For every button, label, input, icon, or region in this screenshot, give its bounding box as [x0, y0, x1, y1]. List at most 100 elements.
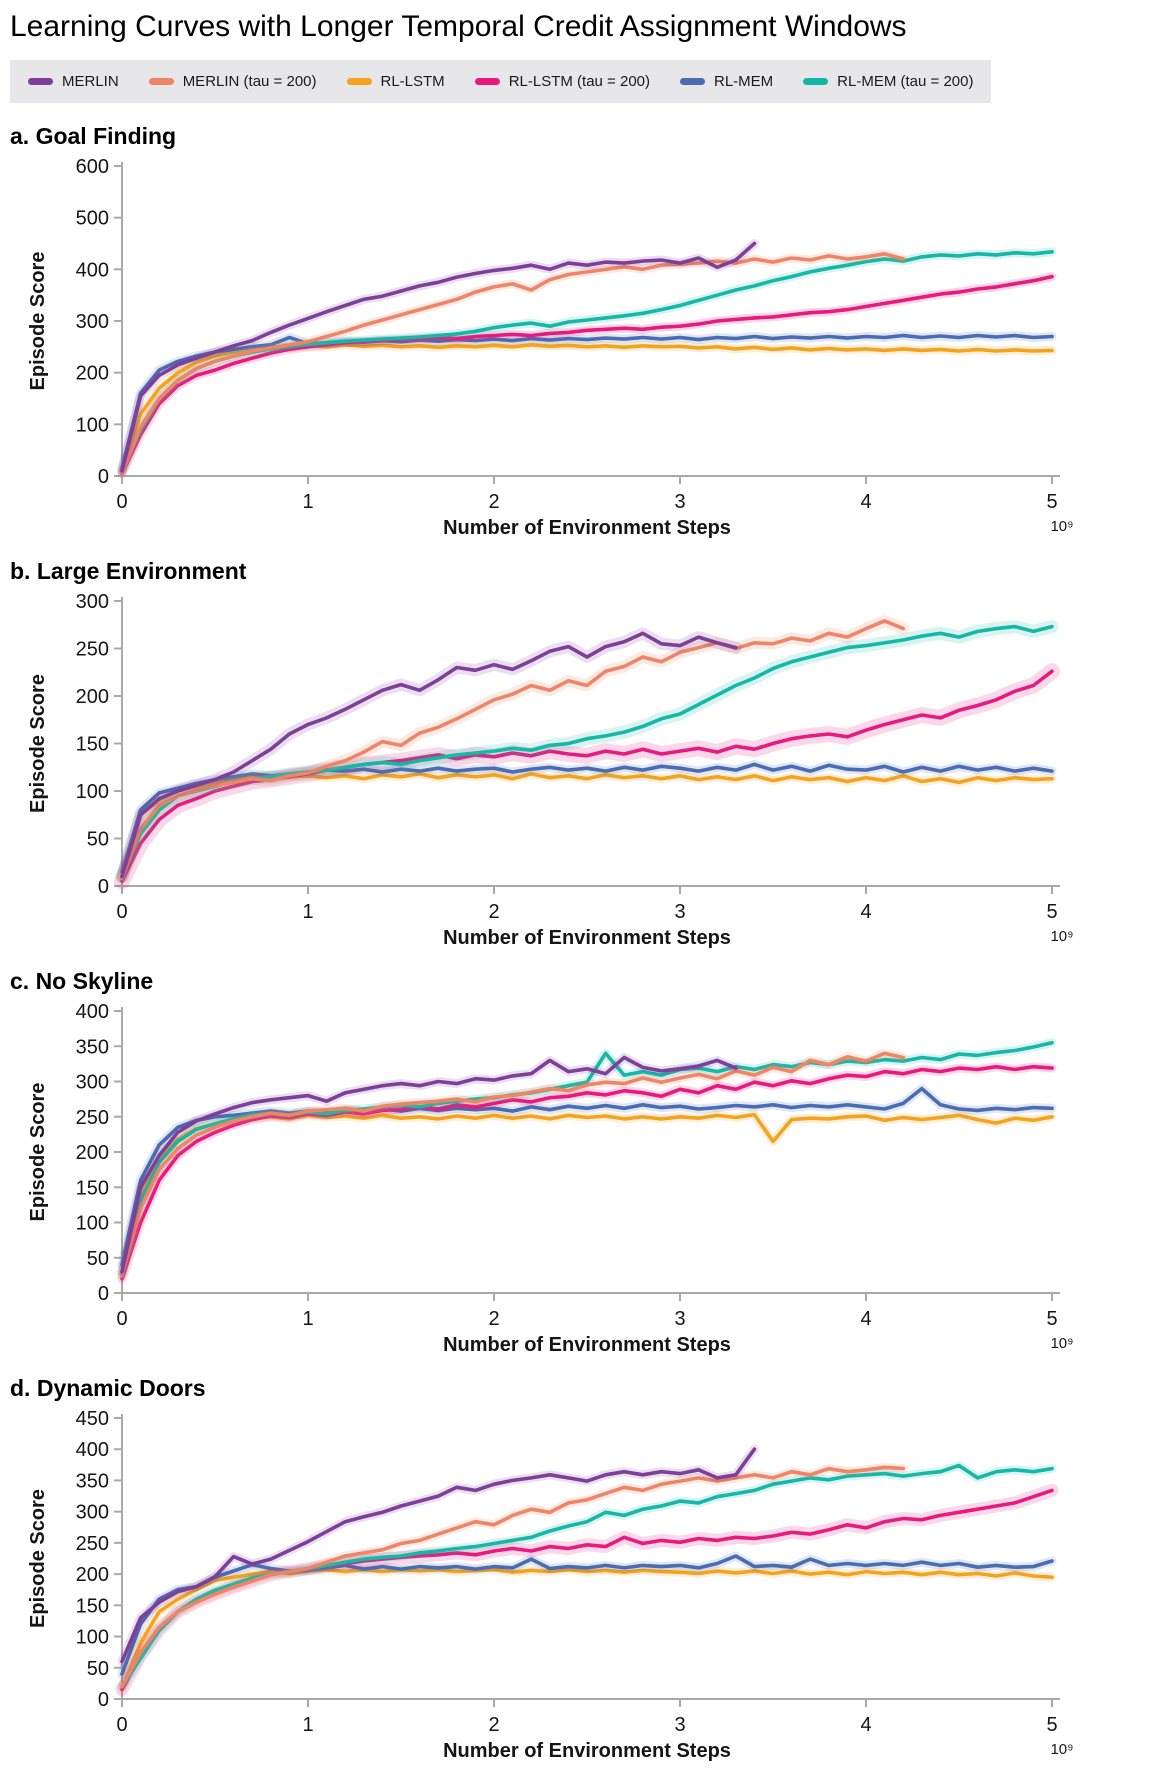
x-axis-title: Number of Environment Steps: [443, 1334, 731, 1356]
x-tick-label: 1: [302, 1308, 313, 1330]
y-tick-label: 300: [76, 1502, 109, 1524]
y-tick-label: 250: [76, 1533, 109, 1555]
y-tick-label: 0: [98, 466, 109, 488]
legend-label: RL-MEM: [714, 73, 774, 90]
y-tick-label: 100: [76, 781, 109, 803]
chart-section-no-skyline: c. No Skyline 0 50 100 150 200 250 300 350 400 0 1…: [10, 968, 1167, 1359]
y-tick-label: 0: [98, 1689, 109, 1711]
y-tick-label: 400: [76, 1001, 109, 1023]
x-tick-label: 2: [488, 901, 499, 923]
large-environment-rl-mem-tau-200-line: [120, 624, 1054, 879]
rl-mem-swatch-icon: [680, 78, 705, 85]
x-tick-label: 4: [860, 1308, 871, 1330]
y-tick-label: 350: [76, 1470, 109, 1492]
y-tick-label: 100: [76, 1627, 109, 1649]
x-tick-label: 0: [116, 1308, 127, 1330]
chart-dynamic-doors: 0 50 100 150 200 250 300 350 400 450 0 1 2 3 4 5 Number …: [10, 1404, 1167, 1765]
x-tick-label: 2: [488, 1308, 499, 1330]
x-scale-label: 10⁹: [1050, 1335, 1073, 1352]
chart-goal-finding: 0 100 200 300 400 500 600 0 1 2 3 4 5 Number of Envir…: [10, 152, 1167, 542]
no-skyline-rl-mem-tau-200-band: [117, 1038, 1057, 1280]
goal-finding-rl-mem-tau-200-band: [117, 247, 1057, 476]
goal-finding-rl-lstm-band: [117, 340, 1057, 476]
x-tick-label: 4: [860, 1714, 871, 1736]
x-tick-label: 1: [302, 1714, 313, 1736]
chart-svg-goal-finding: 0 100 200 300 400 500 600 0 1 2 3 4 5 Number of Envir…: [27, 156, 1074, 539]
large-environment-merlin-tau-200-line: [120, 619, 906, 881]
goal-finding-rl-mem-tau-200-line: [120, 250, 1054, 473]
y-tick-label: 300: [76, 1072, 109, 1094]
x-tick-label: 0: [116, 901, 127, 923]
y-axis-title: Episode Score: [27, 1083, 49, 1222]
dynamic-doors-rl-mem-line: [120, 1554, 1054, 1676]
goal-finding-rl-lstm-tau-200-line: [120, 274, 1054, 476]
y-tick-label: 50: [87, 1248, 109, 1270]
chart-svg-dynamic-doors: 0 50 100 150 200 250 300 350 400 450 0 1 2 3 4 5 Number …: [27, 1408, 1074, 1762]
section-title-a: a. Goal Finding: [10, 123, 177, 149]
y-tick-label: 200: [76, 1142, 109, 1164]
y-tick-label: 300: [76, 591, 109, 613]
y-tick-label: 600: [76, 156, 109, 178]
goal-finding-rl-mem-line: [120, 333, 1054, 471]
legend-label: MERLIN: [62, 73, 119, 90]
section-title-b: b. Large Environment: [10, 558, 247, 584]
large-environment-rl-lstm-line: [120, 772, 1054, 879]
dynamic-doors-merlin-line: [120, 1447, 757, 1664]
chart-svg-no-skyline: 0 50 100 150 200 250 300 350 400 0 1 2 3 4 5 Number of …: [27, 1001, 1074, 1356]
y-tick-label: 350: [76, 1036, 109, 1058]
y-tick-label: 400: [76, 259, 109, 281]
x-tick-label: 3: [674, 901, 685, 923]
x-scale-label: 10⁹: [1050, 518, 1073, 535]
no-skyline-merlin-tau-200-line: [120, 1051, 906, 1278]
legend-item-rl-lstm: RL-LSTM: [346, 73, 445, 90]
chart-svg-large-environment: 0 50 100 150 200 250 300 0 1 2 3 4 5 Number of Enviro…: [27, 591, 1074, 949]
chart-section-dynamic-doors: d. Dynamic Doors 0 50 100 150 200 250 300 350 40…: [10, 1375, 1167, 1765]
y-tick-label: 150: [76, 734, 109, 756]
x-tick-label: 5: [1046, 1714, 1057, 1736]
y-tick-label: 300: [76, 311, 109, 333]
y-axis-title: Episode Score: [27, 1489, 49, 1628]
x-tick-label: 0: [116, 491, 127, 513]
chart-section-goal-finding: a. Goal Finding 0 100 200 300 400 500 600 0 1 2 3 4…: [10, 123, 1167, 542]
y-tick-label: 200: [76, 363, 109, 385]
x-tick-label: 5: [1046, 491, 1057, 513]
y-tick-label: 250: [76, 1107, 109, 1129]
legend-item-merlin: MERLIN: [28, 73, 119, 90]
y-tick-label: 0: [98, 876, 109, 898]
x-axis-title: Number of Environment Steps: [443, 1740, 731, 1762]
y-tick-label: 200: [76, 686, 109, 708]
y-tick-label: 100: [76, 414, 109, 436]
x-tick-label: 4: [860, 491, 871, 513]
rl-lstm-swatch-icon: [346, 78, 372, 85]
x-tick-label: 2: [488, 491, 499, 513]
goal-finding-rl-lstm-line: [120, 343, 1054, 473]
chart-section-large-environment: b. Large Environment 0 50 100 150 200 250 300 0…: [10, 558, 1167, 952]
goal-finding-merlin-line: [120, 241, 757, 473]
y-tick-label: 0: [98, 1283, 109, 1305]
x-tick-label: 3: [674, 1714, 685, 1736]
x-scale-label: 10⁹: [1050, 1741, 1073, 1758]
large-environment-rl-lstm-band: [117, 769, 1057, 881]
y-tick-label: 100: [76, 1213, 109, 1235]
legend-label: RL-MEM (tau = 200): [837, 73, 974, 90]
rl-mem-tau-swatch-icon: [803, 78, 829, 85]
x-tick-label: 5: [1046, 1308, 1057, 1330]
x-scale-label: 10⁹: [1050, 928, 1073, 945]
x-axis-title: Number of Environment Steps: [443, 927, 731, 949]
no-skyline-rl-lstm-band: [117, 1110, 1057, 1277]
goal-finding-rl-lstm-tau-200-band: [117, 272, 1057, 478]
merlin-tau-swatch-icon: [148, 78, 174, 85]
x-tick-label: 1: [302, 901, 313, 923]
y-tick-label: 150: [76, 1595, 109, 1617]
legend-label: MERLIN (tau = 200): [182, 73, 317, 90]
no-skyline-rl-mem-line: [120, 1086, 1054, 1267]
y-tick-label: 450: [76, 1408, 109, 1430]
x-axis-title: Number of Environment Steps: [443, 517, 731, 539]
legend-label: RL-LSTM (tau = 200): [508, 73, 650, 90]
rl-lstm-tau-swatch-icon: [474, 78, 500, 85]
legend-item-rl-mem-tau: RL-MEM (tau = 200): [803, 73, 973, 90]
dynamic-doors-rl-lstm-line: [120, 1567, 1054, 1692]
goal-finding-merlin-tau-200-line: [120, 252, 906, 476]
no-skyline-rl-lstm-tau-200-line: [120, 1064, 1054, 1281]
x-tick-label: 3: [674, 491, 685, 513]
